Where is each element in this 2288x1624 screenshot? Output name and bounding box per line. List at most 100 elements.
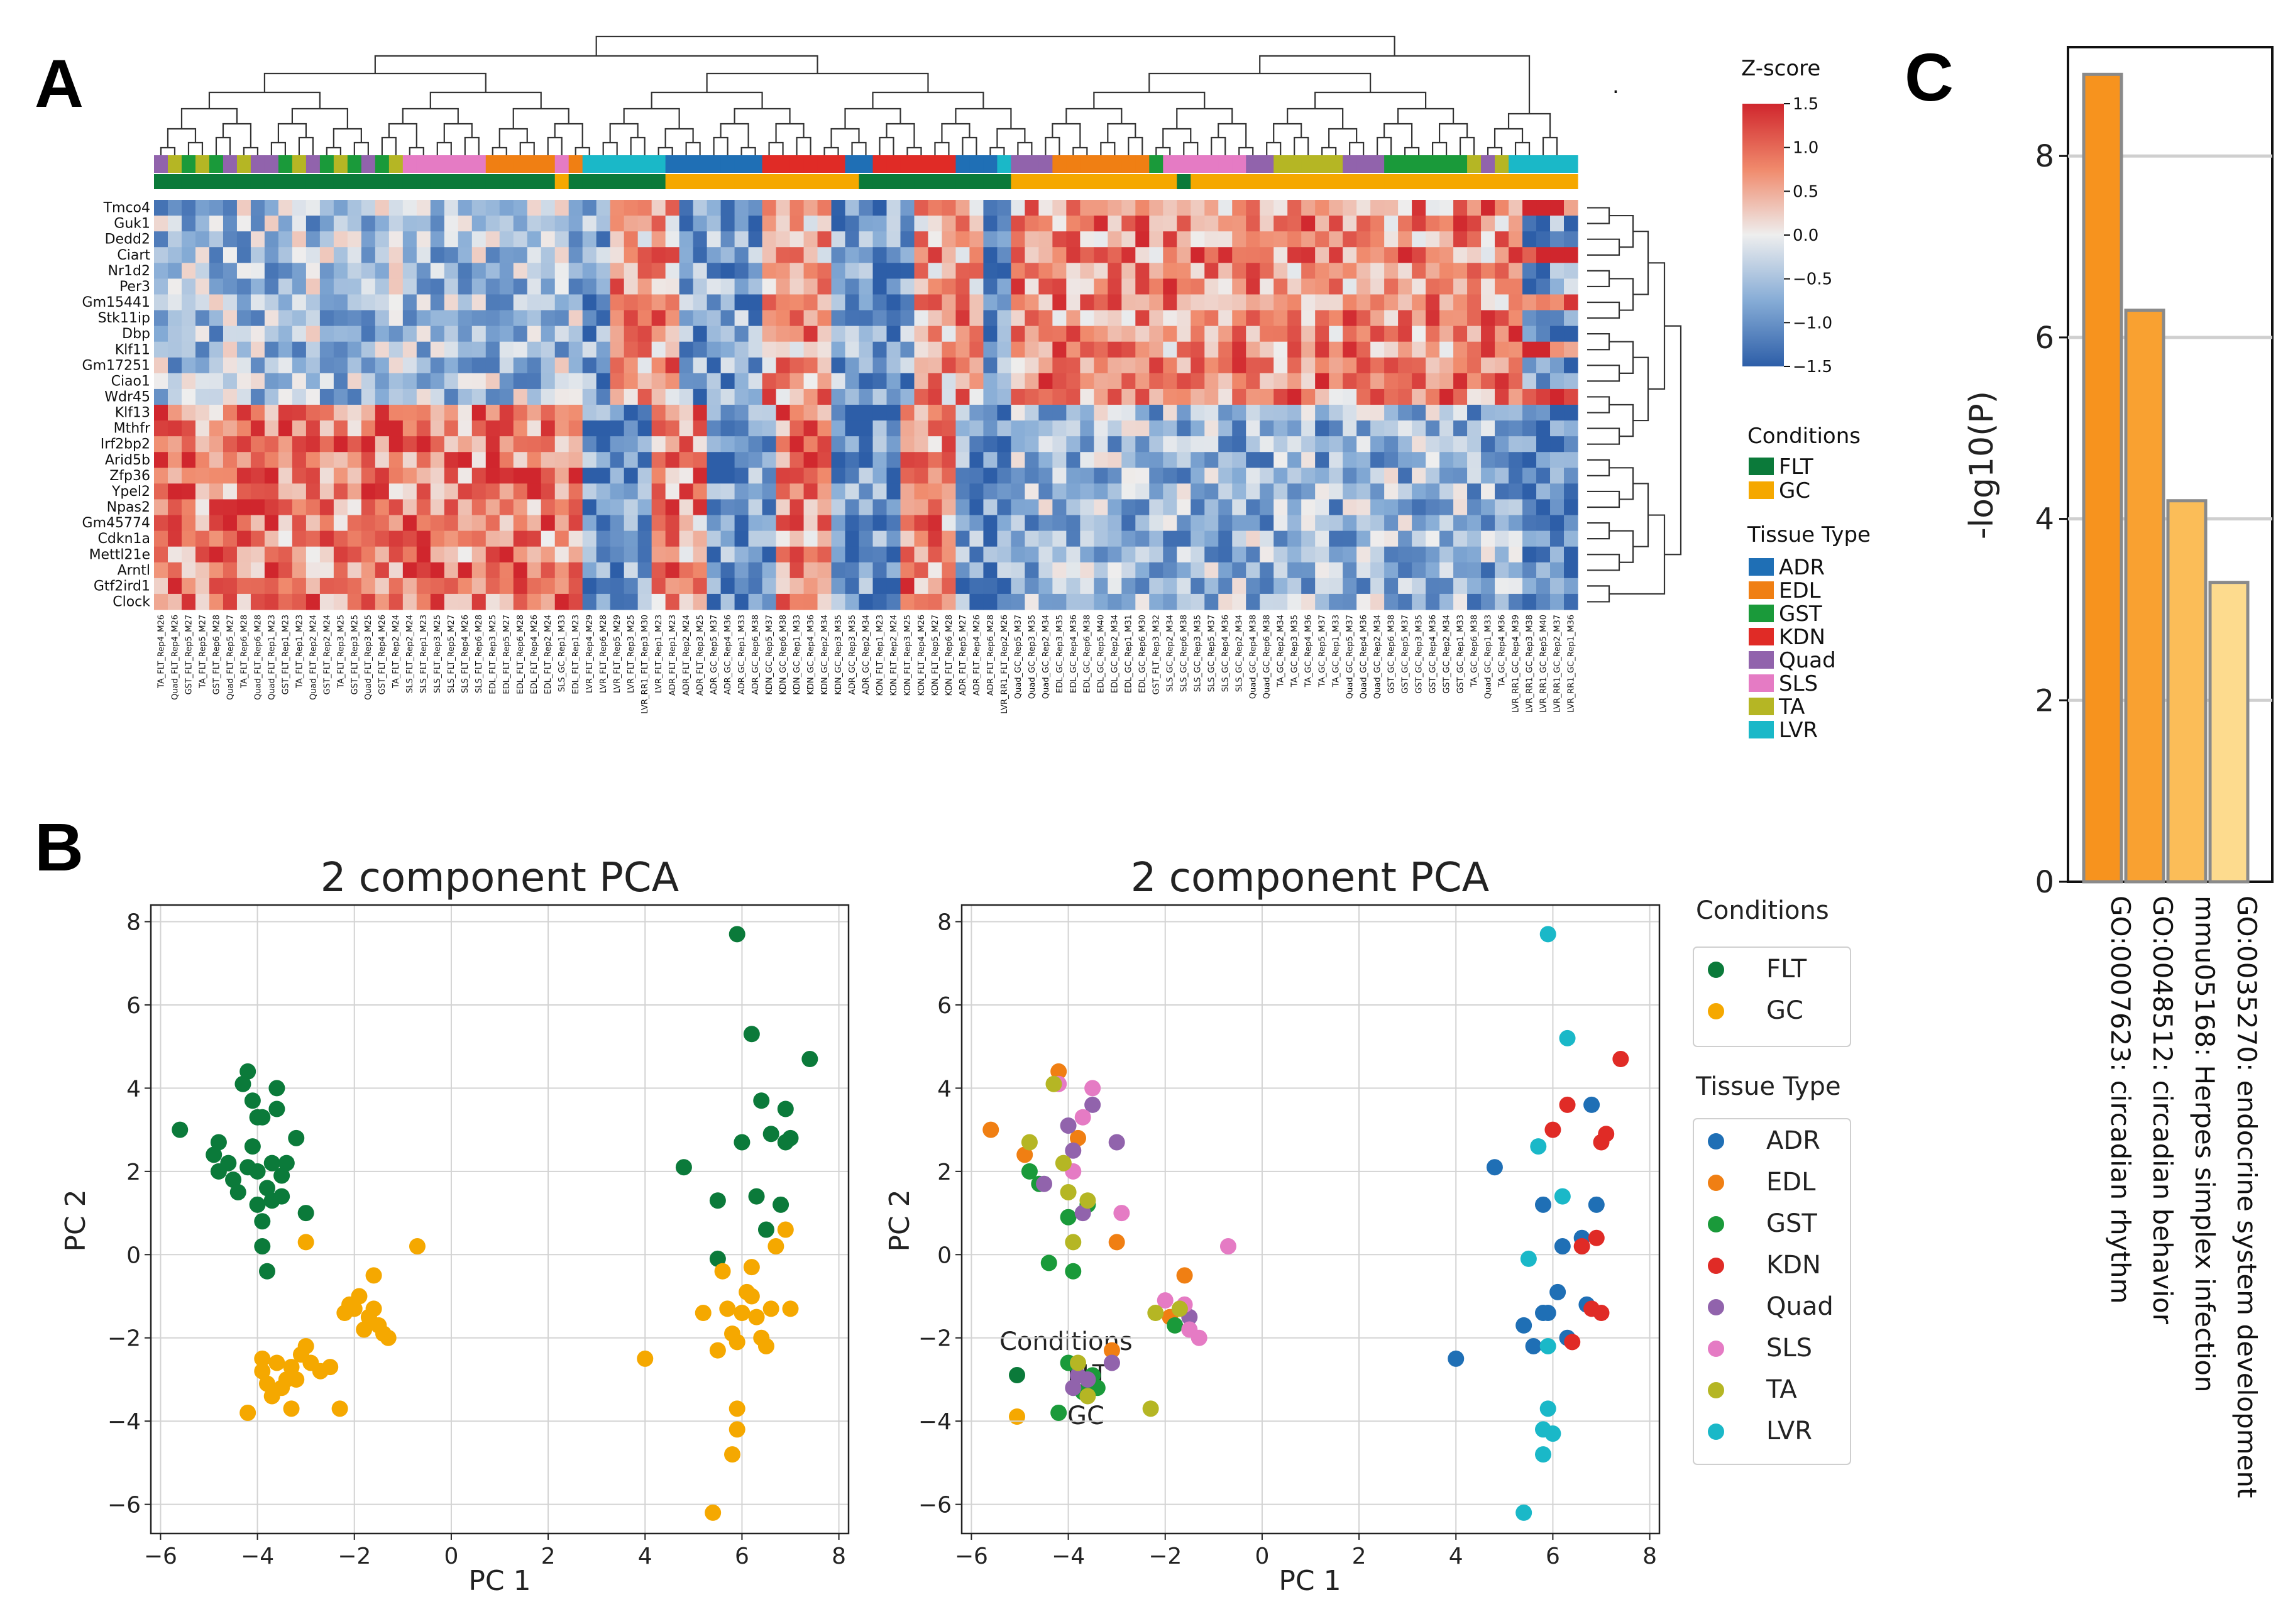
heatmap-cell	[624, 341, 639, 358]
heatmap-cell	[223, 483, 238, 500]
heatmap-cell	[1025, 357, 1039, 374]
heatmap-cell	[1135, 530, 1150, 547]
heatmap-cell	[347, 483, 362, 500]
heatmap-cell	[1384, 468, 1399, 484]
heatmap-cell	[388, 357, 404, 374]
heatmap-cell	[1522, 483, 1537, 500]
row-dendrogram-link	[1587, 301, 1620, 319]
heatmap-cell	[720, 216, 735, 232]
heatmap-cell	[388, 310, 404, 327]
heatmap-cell	[720, 593, 735, 610]
heatmap-cell	[734, 405, 749, 421]
heatmap-cell	[1177, 546, 1191, 563]
heatmap-cell	[319, 515, 334, 532]
heatmap-cell	[928, 357, 943, 374]
scatter-point-edl	[1108, 1234, 1125, 1251]
heatmap-cell	[1343, 436, 1357, 453]
heatmap-cell	[693, 578, 708, 595]
dendrogram-link	[609, 123, 639, 143]
heatmap-cell	[831, 231, 846, 248]
heatmap-cell	[1412, 420, 1426, 437]
heatmap-cell	[1370, 530, 1385, 547]
heatmap-cell	[1287, 200, 1302, 216]
heatmap-cell	[1135, 200, 1150, 216]
heatmap-cell	[762, 247, 777, 263]
heatmap-cell	[485, 263, 500, 279]
heatmap-cell	[1495, 578, 1509, 595]
heatmap-cell	[541, 341, 556, 358]
heatmap-cell	[1536, 515, 1551, 532]
heatmap-cell	[402, 546, 417, 563]
heatmap-cell	[610, 216, 625, 232]
heatmap-cell	[983, 326, 998, 343]
heatmap-cell	[928, 546, 943, 563]
enrichment-terms: GO:0007623: circadian rhythm GO:0048512: …	[2105, 896, 2262, 1498]
heatmap-cell	[209, 515, 224, 532]
heatmap-cell	[347, 562, 362, 579]
scatter-point-adr	[1539, 1305, 1556, 1322]
scatter-point-adr	[1515, 1317, 1532, 1334]
heatmap-cell	[859, 530, 874, 547]
tissue-strip-cell	[388, 155, 404, 173]
condition-strip-cell	[624, 174, 639, 189]
heatmap-cell	[776, 436, 791, 453]
heatmap-cell	[361, 341, 376, 358]
heatmap-cell	[1301, 405, 1316, 421]
heatmap-cell	[499, 247, 514, 263]
heatmap-cell	[1384, 436, 1399, 453]
heatmap-cell	[1094, 578, 1108, 595]
heatmap-cell	[1177, 499, 1191, 516]
heatmap-cell	[1398, 420, 1412, 437]
heatmap-cell	[554, 294, 569, 311]
heatmap-cell	[1522, 294, 1537, 311]
heatmap-cell	[803, 294, 818, 311]
condition-strip-cell	[1550, 174, 1565, 189]
condition-strip-cell	[582, 174, 597, 189]
legend-label: KDN	[1766, 1251, 1821, 1280]
heatmap-cell	[1536, 452, 1551, 468]
scatter-point-ta	[1070, 1354, 1086, 1371]
heatmap-cell	[900, 515, 915, 532]
heatmap-cell	[167, 499, 182, 516]
heatmap-cell	[1301, 216, 1316, 232]
condition-strip-cell	[1356, 174, 1371, 189]
scatter-point-flt	[675, 1159, 692, 1176]
heatmap-cell	[1273, 263, 1288, 279]
heatmap-cell	[264, 578, 279, 595]
heatmap-cell	[955, 530, 971, 547]
heatmap-cell	[1094, 231, 1108, 248]
heatmap-cell	[762, 263, 777, 279]
heatmap-cell	[831, 216, 846, 232]
heatmap-cell	[513, 530, 528, 547]
scatter-point-quad	[1036, 1175, 1053, 1192]
heatmap-cell	[167, 468, 182, 484]
heatmap-cell	[1384, 546, 1399, 563]
heatmap-cell	[859, 310, 874, 327]
heatmap-cell	[1495, 200, 1509, 216]
heatmap-cell	[651, 405, 666, 421]
heatmap-cell	[499, 515, 514, 532]
heatmap-cell	[1163, 357, 1177, 374]
condition-strip-cell	[955, 174, 971, 189]
heatmap-cell	[624, 326, 639, 343]
heatmap-cell	[610, 294, 625, 311]
heatmap-cell	[541, 468, 556, 484]
heatmap-cell	[1426, 231, 1440, 248]
heatmap-cell	[803, 357, 818, 374]
heatmap-cell	[167, 388, 182, 405]
heatmap-cell	[1536, 499, 1551, 516]
heatmap-cell	[1453, 436, 1468, 453]
heatmap-cell	[1204, 499, 1219, 516]
dendrogram-link	[1507, 112, 1551, 138]
heatmap-cell	[1453, 373, 1468, 390]
heatmap-cell	[1232, 546, 1246, 563]
heatmap-cell	[485, 231, 500, 248]
heatmap-cell	[444, 405, 459, 421]
heatmap-cell	[223, 200, 238, 216]
heatmap-cell	[471, 483, 487, 500]
legend-label: GST	[1766, 1209, 1817, 1238]
heatmap-cell	[914, 562, 929, 579]
heatmap-cell	[665, 468, 680, 484]
heatmap-cell	[928, 578, 943, 595]
